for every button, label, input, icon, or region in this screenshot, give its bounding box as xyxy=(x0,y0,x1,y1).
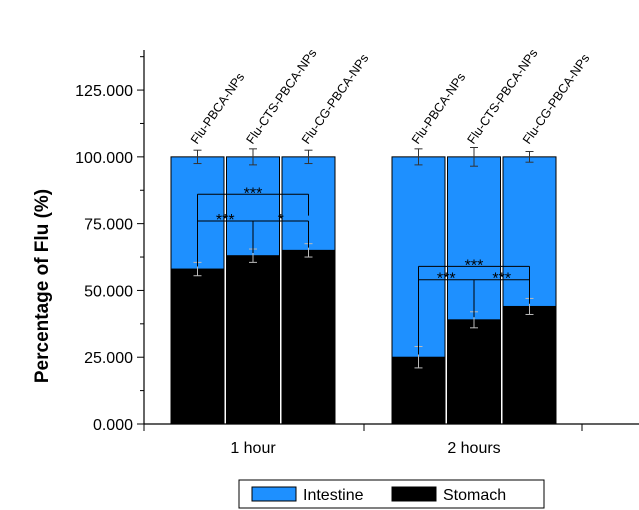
significance-brackets: ****** ******* *** xyxy=(197,185,530,355)
x-tick-label: 1 hour xyxy=(230,440,276,457)
significance-label: *** xyxy=(216,212,235,229)
y-tick-label: 0.000 xyxy=(93,417,133,434)
y-axis-label: Percentage of Flu (%) xyxy=(32,189,53,383)
error-bar-intestine xyxy=(304,149,313,165)
significance-label: *** xyxy=(437,271,456,288)
bar-stomach xyxy=(281,249,336,425)
error-bar-intestine xyxy=(470,147,478,167)
bar-stomach xyxy=(447,319,501,425)
x-tick-label: 2 hours xyxy=(447,440,500,457)
bar-labels: Flu-PBCA-NPsFlu-CTS-PBCA-NPsFlu-CG-PBCA-… xyxy=(188,46,592,146)
error-bar-intestine xyxy=(525,151,534,163)
bar-label: Flu-PBCA-NPs xyxy=(409,70,468,146)
bar-stomach xyxy=(391,356,446,425)
legend-swatch xyxy=(391,486,437,502)
error-bar-intestine xyxy=(249,148,257,166)
significance-bracket: *** xyxy=(473,271,530,318)
axes: 0.000 25.000 50.000 75.000 100.000 125.000 1 h… xyxy=(75,50,639,457)
y-tick-label: 25.000 xyxy=(84,350,133,367)
y-tick-label: 100.000 xyxy=(75,150,133,167)
significance-label: *** xyxy=(492,271,511,288)
legend: Intestine Stomach xyxy=(238,479,545,509)
bar-stomach xyxy=(226,255,280,425)
y-tick-label: 50.000 xyxy=(84,283,133,300)
legend-label: Intestine xyxy=(303,487,364,504)
significance-bracket: * xyxy=(252,212,309,254)
error-bar-intestine xyxy=(414,148,423,166)
bar-stomach xyxy=(170,268,225,425)
significance-label: * xyxy=(278,212,284,229)
bar-label: Flu-PBCA-NPs xyxy=(188,70,247,146)
bars xyxy=(170,156,557,425)
y-tick-label: 125.000 xyxy=(75,83,133,100)
y-tick-label: 75.000 xyxy=(84,217,133,234)
error-bar-intestine xyxy=(193,149,202,165)
legend-swatch xyxy=(251,486,297,502)
significance-label: *** xyxy=(244,185,263,202)
bar-stomach xyxy=(502,305,557,425)
significance-label: *** xyxy=(465,257,484,274)
legend-label: Stomach xyxy=(443,487,506,504)
